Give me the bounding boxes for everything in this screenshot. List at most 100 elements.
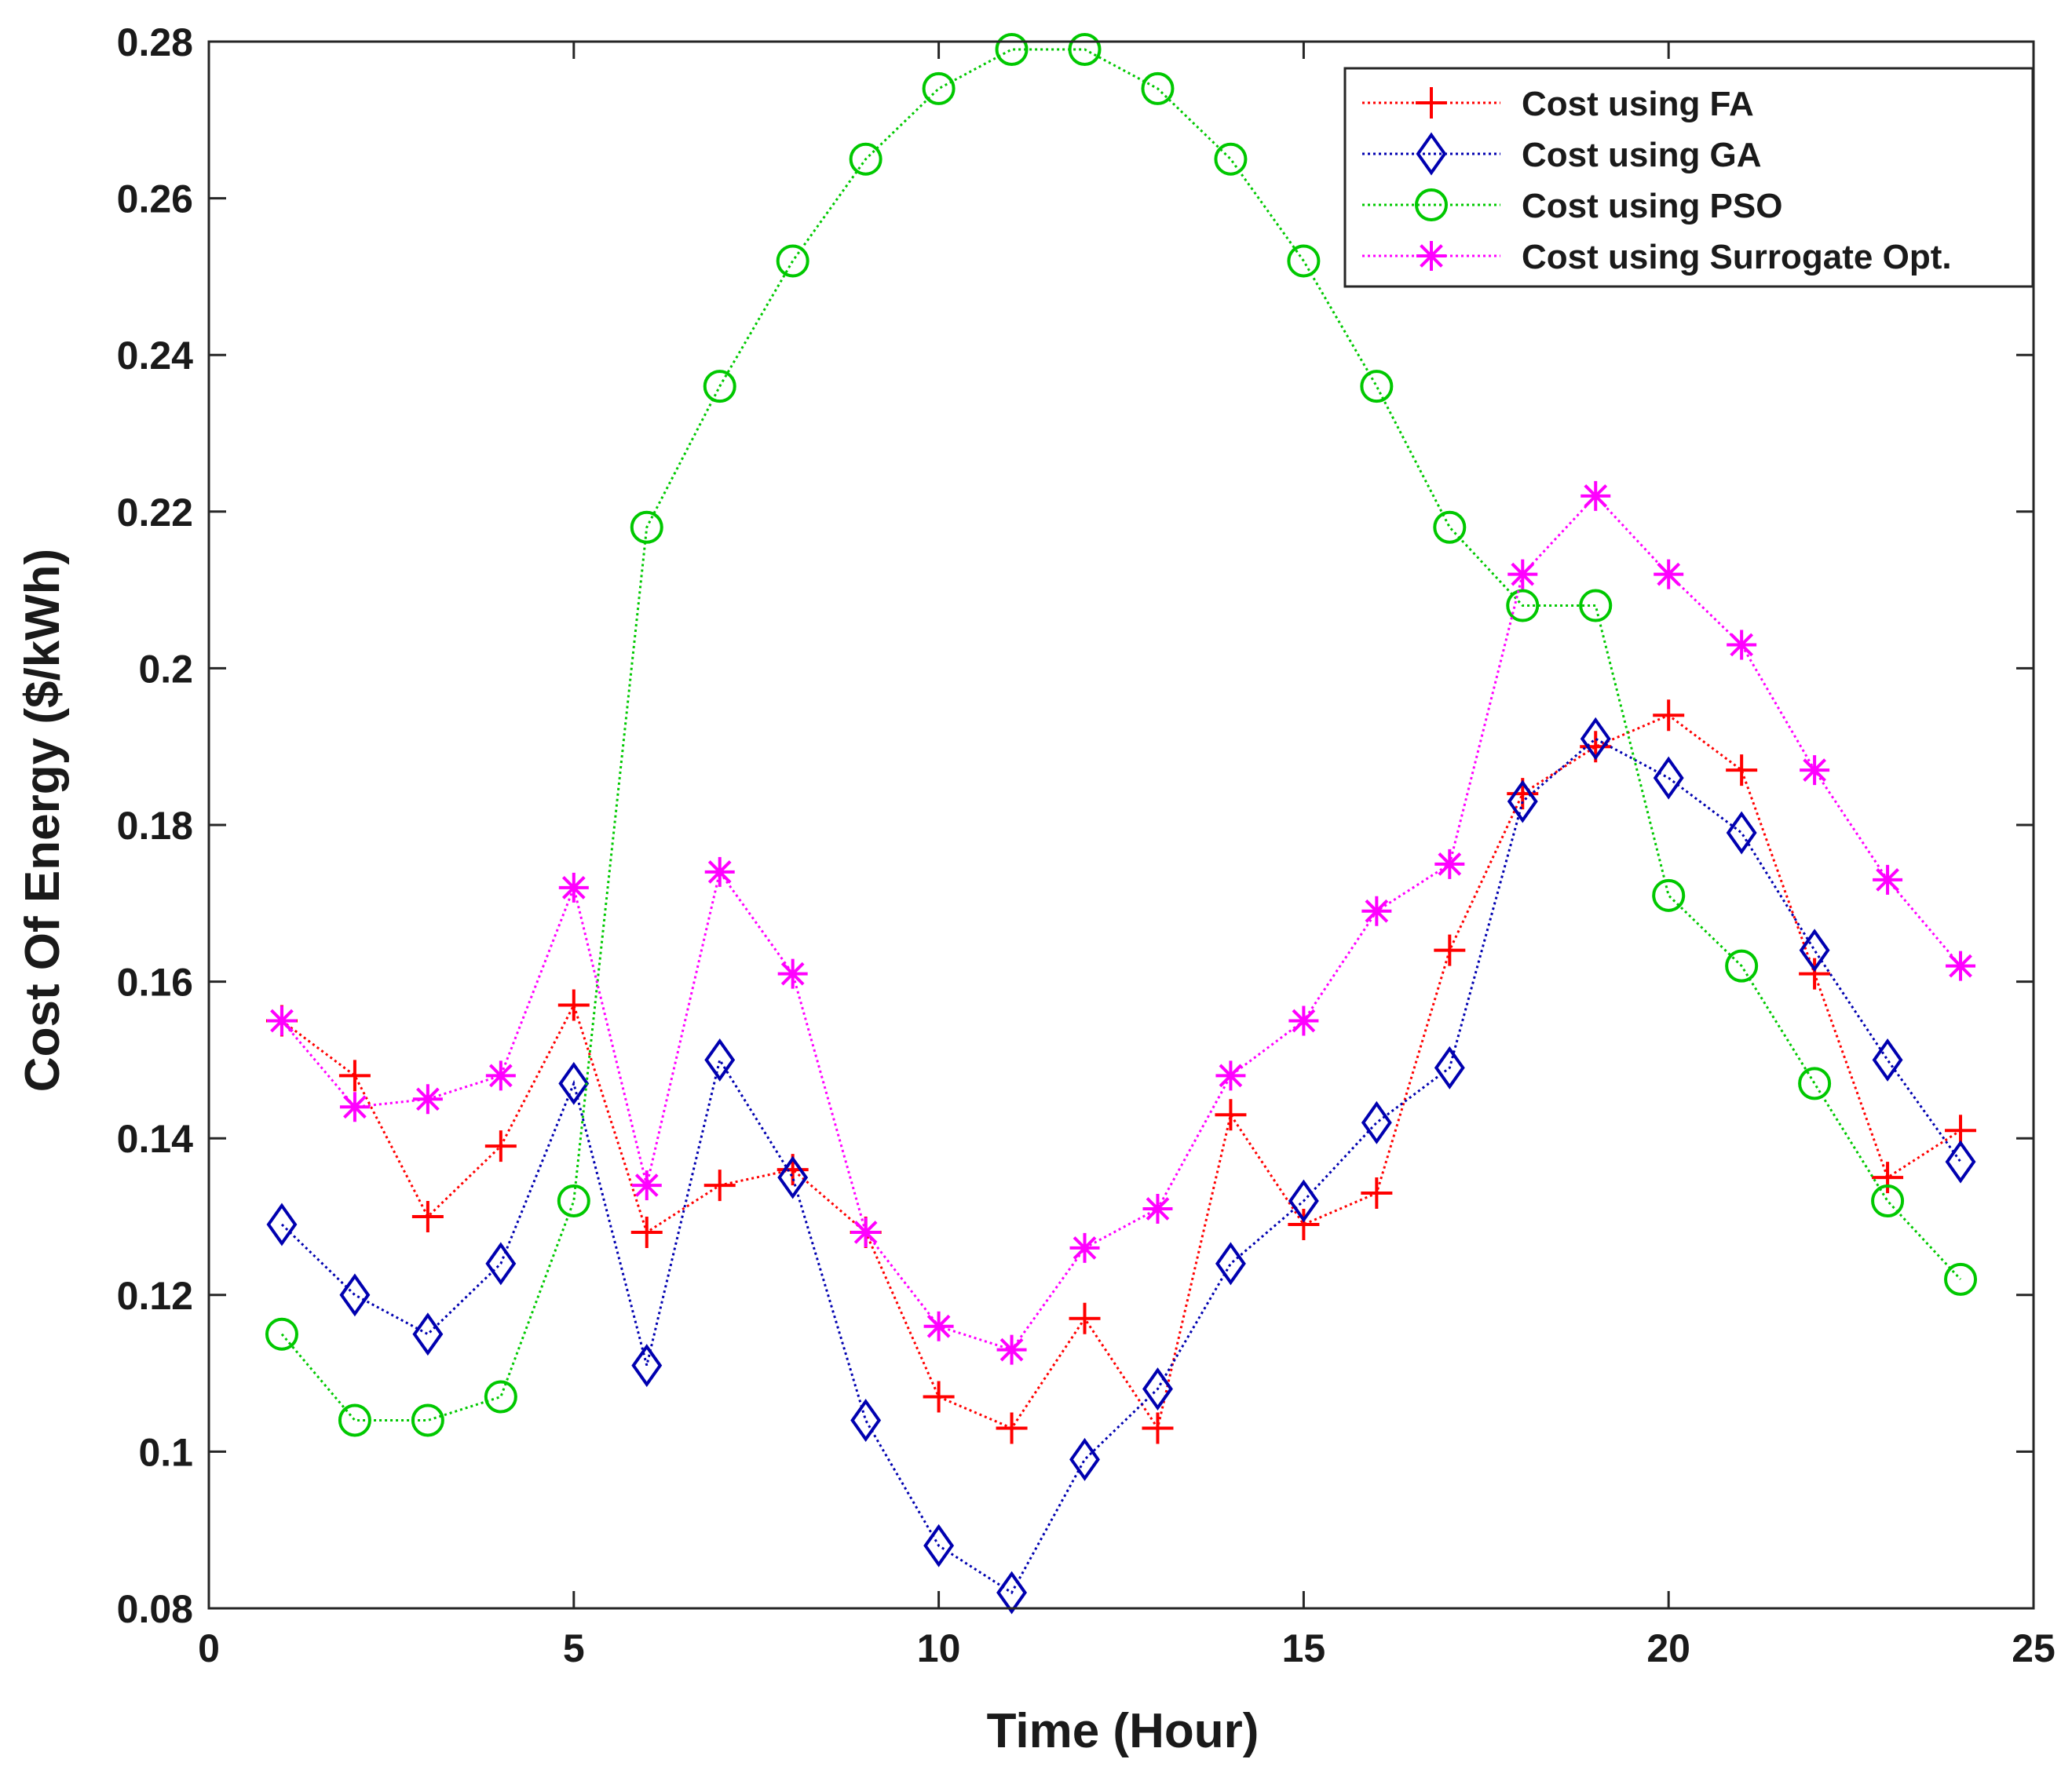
data-point — [1653, 756, 1684, 800]
axes-layer: 0 5 10 15 20 25 0.08 0.1 0.12 0.14 0.16 0.18 0.2 0.22… — [117, 20, 2056, 1670]
legend-entry: Cost using FA — [1362, 85, 1754, 123]
y-tick-label: 0.2 — [138, 647, 193, 691]
legend: Cost using FA Cost using GA Cost using PSO… — [1343, 67, 2034, 288]
data-point — [1506, 589, 1540, 622]
data-point — [265, 1317, 298, 1351]
y-tick-label: 0.24 — [117, 334, 194, 378]
data-point — [996, 1571, 1028, 1615]
data-point — [1215, 1099, 1247, 1131]
data-point — [1654, 559, 1684, 589]
legend-marker — [1415, 188, 1448, 221]
data-point — [996, 1412, 1028, 1444]
legend-label: Cost using Surrogate Opt. — [1522, 238, 1952, 276]
legend-marker — [1416, 132, 1447, 176]
data-point — [557, 1184, 590, 1218]
data-point — [1141, 71, 1175, 105]
x-tick-label: 10 — [917, 1626, 961, 1670]
data-point — [1799, 958, 1831, 990]
data-point — [1799, 929, 1830, 973]
data-point — [631, 1344, 663, 1388]
data-point — [922, 71, 956, 105]
data-point — [1507, 559, 1538, 589]
x-tick-label: 5 — [563, 1626, 585, 1670]
data-point — [1215, 1060, 1246, 1091]
legend-entry: Cost using PSO — [1362, 187, 1782, 225]
data-point — [776, 244, 809, 278]
x-tick-label: 0 — [198, 1626, 220, 1670]
data-point — [1287, 244, 1321, 278]
data-point — [1944, 1262, 1978, 1296]
data-point — [484, 1380, 517, 1414]
data-point — [995, 32, 1029, 66]
data-point — [1361, 1100, 1392, 1144]
y-tick-label: 0.18 — [117, 804, 193, 848]
data-point — [339, 1273, 371, 1317]
data-point — [1579, 589, 1613, 622]
data-point — [850, 1399, 882, 1442]
data-point — [1068, 32, 1102, 66]
data-point — [777, 1155, 809, 1199]
data-point — [1727, 630, 1757, 660]
data-point — [1580, 480, 1611, 511]
x-tick-label: 15 — [1282, 1626, 1326, 1670]
data-point — [1215, 1242, 1246, 1286]
data-point — [1872, 1162, 1904, 1194]
legend-box — [1343, 67, 2034, 288]
data-point — [412, 1084, 443, 1115]
y-tick-label: 0.28 — [117, 20, 193, 64]
data-point — [1434, 1046, 1465, 1089]
y-tick-label: 0.26 — [117, 177, 193, 221]
data-point — [1652, 878, 1686, 912]
data-point — [411, 1201, 444, 1232]
data-point — [558, 872, 589, 903]
data-point — [923, 1381, 955, 1413]
data-point — [339, 1092, 370, 1122]
y-tick-label: 0.14 — [117, 1117, 194, 1161]
x-tick-label: 25 — [2012, 1626, 2056, 1670]
data-point — [704, 1038, 736, 1082]
data-point — [850, 1217, 881, 1247]
plot-layer — [265, 32, 1978, 1615]
data-point — [1288, 1005, 1319, 1036]
series-cost-using-ga — [266, 717, 1976, 1615]
data-point — [557, 989, 590, 1021]
legend-entry: Cost using GA — [1362, 132, 1762, 176]
data-point — [630, 510, 663, 544]
data-point — [1725, 949, 1759, 983]
data-point — [1361, 896, 1392, 926]
x-tick-label: 20 — [1646, 1626, 1690, 1670]
legend-marker — [1416, 87, 1447, 119]
x-axis-label: Time (Hour) — [987, 1704, 1259, 1758]
data-point — [1871, 1184, 1905, 1218]
data-point — [1433, 510, 1467, 544]
data-point — [1434, 849, 1465, 879]
data-point — [704, 856, 735, 887]
data-point — [1288, 1179, 1319, 1223]
data-point — [1214, 142, 1248, 176]
data-point — [1288, 1208, 1320, 1240]
data-point — [1069, 1232, 1100, 1263]
data-point — [1142, 1194, 1173, 1224]
data-point — [1653, 699, 1685, 732]
legend-label: Cost using GA — [1522, 136, 1762, 174]
y-tick-label: 0.1 — [138, 1430, 193, 1474]
data-point — [777, 958, 808, 989]
data-point — [703, 370, 736, 403]
data-point — [1360, 370, 1394, 403]
series-line — [281, 713, 1961, 1432]
data-point — [996, 1334, 1027, 1365]
data-point — [485, 1060, 516, 1091]
data-point — [631, 1170, 662, 1201]
data-point — [703, 1170, 736, 1202]
data-point — [1142, 1367, 1173, 1411]
data-point — [1946, 951, 1976, 981]
data-point — [1142, 1412, 1174, 1444]
data-point — [1069, 1437, 1100, 1481]
data-point — [1800, 755, 1830, 786]
data-point — [1798, 1067, 1832, 1100]
data-point — [485, 1242, 517, 1286]
data-point — [1945, 1140, 1976, 1184]
data-point — [1434, 934, 1466, 966]
